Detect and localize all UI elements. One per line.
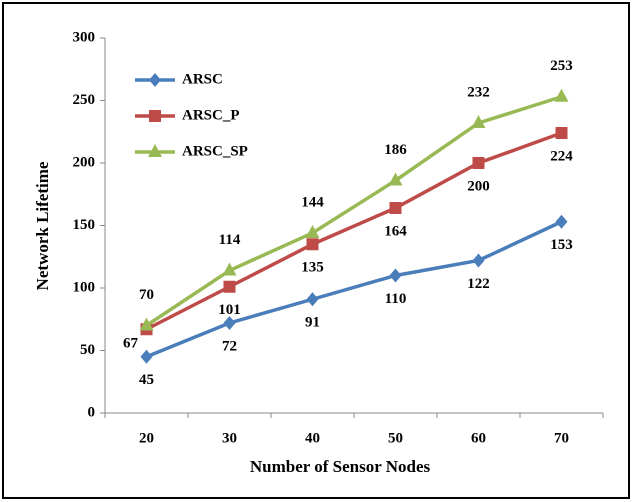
legend-marker — [149, 110, 161, 122]
data-point — [555, 214, 568, 229]
y-axis-label: Network Lifetime — [33, 161, 52, 290]
data-label: 101 — [218, 302, 241, 318]
y-tick-label: 200 — [73, 154, 96, 170]
x-tick-label: 40 — [305, 430, 320, 446]
y-tick-label: 0 — [88, 404, 96, 420]
data-label: 122 — [467, 276, 490, 292]
data-label: 232 — [467, 84, 490, 100]
y-tick-label: 50 — [80, 342, 95, 358]
data-point — [472, 157, 485, 169]
y-tick-label: 100 — [73, 279, 96, 295]
x-axis-label: Number of Sensor Nodes — [250, 457, 431, 476]
legend-label: ARSC_P — [182, 107, 240, 123]
series-line — [145, 220, 563, 359]
data-label: 224 — [550, 148, 573, 164]
data-label: 114 — [219, 232, 241, 248]
data-label: 110 — [385, 291, 407, 307]
data-point — [472, 253, 485, 268]
series-line — [145, 131, 563, 331]
data-point — [223, 280, 236, 293]
data-label: 72 — [222, 338, 237, 354]
data-label: 186 — [384, 142, 407, 158]
data-point — [389, 268, 402, 283]
legend-marker — [148, 144, 162, 157]
data-point — [555, 127, 568, 139]
legend-marker — [149, 73, 161, 87]
y-tick-label: 250 — [73, 92, 96, 108]
data-point — [388, 172, 403, 186]
data-point — [222, 262, 237, 276]
series-line — [145, 95, 563, 327]
data-point — [223, 316, 236, 330]
data-label: 164 — [384, 223, 407, 239]
data-point — [305, 225, 320, 238]
data-point — [306, 292, 319, 307]
legend-label: ARSC — [182, 71, 223, 87]
data-label: 70 — [139, 287, 154, 303]
x-tick-label: 60 — [471, 430, 486, 446]
data-label: 67 — [123, 336, 139, 352]
x-tick-label: 30 — [222, 430, 237, 446]
data-label: 135 — [301, 260, 324, 276]
data-point — [554, 88, 569, 102]
legend-label: ARSC_SP — [182, 143, 248, 159]
data-label: 91 — [305, 315, 320, 331]
data-label: 144 — [301, 194, 324, 210]
data-point — [306, 238, 319, 251]
data-point — [471, 115, 486, 128]
data-point — [139, 317, 154, 331]
x-tick-label: 50 — [388, 430, 403, 446]
x-tick-label: 20 — [139, 430, 154, 446]
data-point — [389, 202, 402, 214]
x-tick-label: 70 — [554, 430, 569, 446]
data-label: 253 — [550, 58, 573, 74]
y-tick-label: 150 — [73, 217, 96, 233]
data-point — [140, 349, 153, 364]
data-label: 45 — [139, 372, 154, 388]
y-tick-label: 300 — [73, 29, 96, 45]
data-label: 200 — [467, 178, 490, 194]
data-label: 153 — [550, 237, 573, 253]
